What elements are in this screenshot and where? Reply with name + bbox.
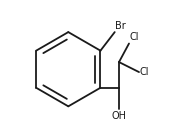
Text: Cl: Cl: [140, 67, 149, 77]
Text: OH: OH: [111, 111, 127, 121]
Text: Cl: Cl: [130, 32, 139, 42]
Text: Br: Br: [115, 21, 126, 31]
